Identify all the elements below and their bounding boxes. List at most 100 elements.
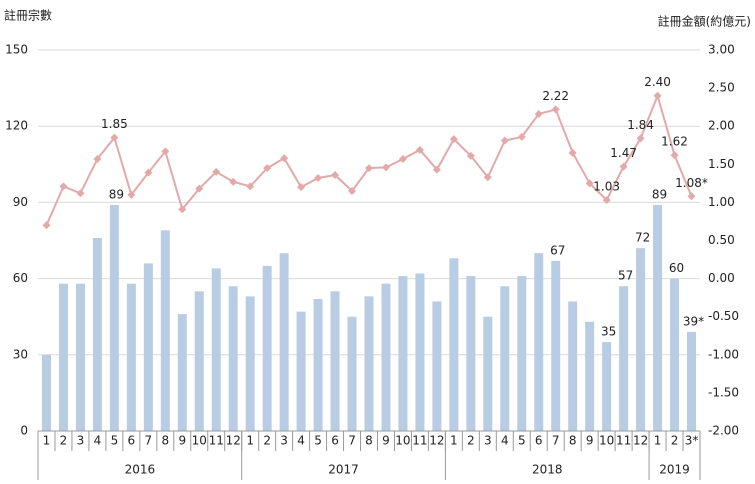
x-tick-label: 10 (599, 434, 614, 448)
x-tick-label: 3 (77, 434, 85, 448)
y2-tick-label: 3.00 (708, 43, 735, 57)
line-value-label: 2.40 (644, 75, 671, 89)
line-marker (331, 170, 340, 179)
x-tick-label: 7 (145, 434, 153, 448)
x-tick-label: 10 (192, 434, 207, 448)
line-marker (670, 151, 679, 160)
bar-value-label: 67 (550, 243, 565, 257)
line-marker (653, 91, 662, 100)
line-value-label: 1.84 (627, 118, 654, 132)
x-tick-label: 4 (501, 434, 509, 448)
line-marker (636, 134, 645, 143)
x-tick-label: 8 (569, 434, 577, 448)
x-tick-label: 4 (94, 434, 102, 448)
line-marker (500, 136, 509, 145)
bar (381, 283, 391, 431)
line-marker (59, 182, 68, 191)
line-marker (42, 221, 51, 230)
y2-tick-label: -1.50 (708, 385, 739, 399)
y-tick-label: 30 (13, 347, 28, 361)
bar (432, 301, 442, 431)
y2-tick-label: 0.50 (708, 233, 735, 247)
bar (41, 354, 51, 431)
bar (245, 296, 255, 431)
x-tick-label: 6 (535, 434, 543, 448)
x-tick-label: 2 (467, 434, 475, 448)
bar (58, 283, 68, 431)
y2-tick-label: 1.50 (708, 157, 735, 171)
bar (602, 342, 612, 431)
x-tick-label: 7 (348, 434, 356, 448)
line (45, 92, 693, 226)
line-marker (110, 133, 119, 142)
bar (279, 253, 289, 431)
x-tick-label: 5 (314, 434, 322, 448)
bar (415, 273, 425, 431)
bar (551, 260, 561, 431)
bar (449, 258, 459, 431)
line-marker (365, 164, 373, 173)
line-marker (449, 135, 458, 144)
year-label: 2017 (328, 463, 359, 477)
x-tick-label: 12 (633, 434, 648, 448)
y2-tick-label: -0.50 (708, 309, 739, 323)
y-tick-label: 60 (13, 271, 28, 285)
line-marker (161, 147, 170, 156)
line-value-label: 1.85 (101, 117, 128, 131)
x-tick-label: 3* (685, 434, 699, 448)
line-marker (415, 145, 424, 154)
line-value-label: 2.22 (542, 89, 569, 103)
line-value-label: 1.47 (610, 146, 637, 160)
line-marker (551, 105, 560, 114)
x-tick-label: 11 (616, 434, 631, 448)
bar (92, 237, 102, 431)
line-marker (585, 179, 594, 188)
y2-tick-label: 2.50 (708, 81, 735, 95)
x-tick-label: 2 (263, 434, 271, 448)
x-tick-label: 2 (60, 434, 68, 448)
bar (211, 268, 221, 431)
x-tick-label: 9 (382, 434, 390, 448)
x-tick-label: 10 (395, 434, 410, 448)
x-tick-label: 4 (297, 434, 305, 448)
line-marker (246, 182, 255, 191)
line-marker (229, 177, 238, 186)
x-tick-label: 5 (518, 434, 526, 448)
line-marker (127, 190, 136, 199)
x-tick-label: 7 (552, 434, 560, 448)
line-marker (687, 192, 696, 201)
bar (143, 263, 153, 431)
bar (653, 204, 663, 431)
line-marker (93, 154, 102, 163)
x-tick-label: 11 (209, 434, 224, 448)
line-marker (212, 167, 221, 176)
bar (228, 286, 238, 431)
x-tick-label: 8 (365, 434, 373, 448)
line-marker (195, 184, 204, 193)
bar-value-label: 60 (669, 261, 684, 275)
y-tick-label: 0 (20, 424, 28, 438)
line-marker (483, 173, 492, 182)
y2-tick-label: -1.00 (708, 347, 739, 361)
line-value-label: 1.62 (661, 135, 688, 149)
line-value-label: 1.08* (675, 176, 708, 190)
y-tick-label: 120 (5, 119, 28, 133)
bar (160, 230, 170, 431)
y2-axis-title: 註冊金額(約億元) (658, 14, 751, 29)
line-marker (76, 189, 85, 198)
x-tick-label: 1 (450, 434, 458, 448)
year-label: 2016 (125, 463, 156, 477)
bar (109, 204, 119, 431)
line-marker (432, 165, 441, 174)
bar (398, 276, 408, 431)
x-tick-label: 9 (178, 434, 186, 448)
line-marker (398, 154, 407, 163)
bar (262, 265, 272, 431)
x-tick-label: 6 (128, 434, 136, 448)
y-tick-label: 150 (5, 43, 28, 57)
bar (687, 331, 697, 431)
bar (517, 276, 527, 431)
bar-value-label: 39* (683, 314, 704, 328)
bar (636, 248, 646, 431)
